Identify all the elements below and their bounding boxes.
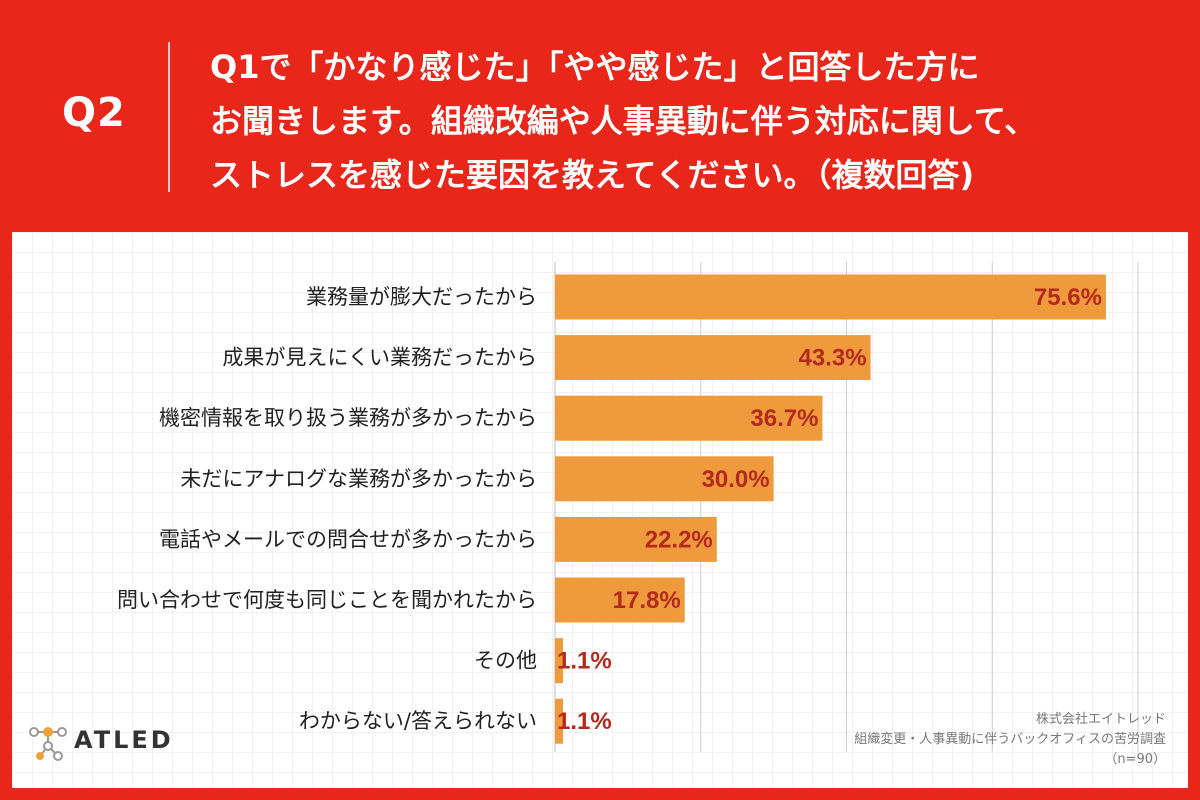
bar [555,395,823,441]
category-label: 成果が見えにくい業務だったから [222,346,537,370]
bar-chart: 業務量が膨大だったから 75.6% 成果が見えにくい業務だったから 43.3% 機密情報… [117,262,1139,752]
source-survey: 組織変更・人事異動に伴うバックオフィスの苦労調査 [854,732,1166,747]
chart-panel: 業務量が膨大だったから 75.6% 成果が見えにくい業務だったから 43.3% 機密情報… [12,232,1188,788]
question-line: ストレスを感じた要因を教えてください。（複数回答) [210,156,975,194]
question-number: Q2 [62,90,126,136]
source-note: 株式会社エイトレッド 組織変更・人事異動に伴うバックオフィスの苦労調査 （n=9… [854,710,1166,770]
question-line: お聞きします。組織改編や人事異動に伴う対応に関して、 [210,102,1037,140]
bar [555,456,774,502]
question-line: Q1で「かなり感じた」「やや感じた」と回答した方に [210,48,980,86]
category-label: 電話やメールでの問合せが多かったから [159,527,537,551]
category-label: その他 [474,649,537,673]
category-label: 機密情報を取り扱う業務が多かったから [159,406,537,430]
value-label: 30.0% [702,466,770,493]
category-label: 未だにアナログな業務が多かったから [180,467,537,491]
value-label: 17.8% [613,587,681,614]
category-label: 業務量が膨大だったから [306,285,537,309]
value-label: 75.6% [1034,284,1102,311]
bar [555,335,871,381]
header: Q2 Q1で「かなり感じた」「やや感じた」と回答した方に お聞きします。組織改編… [0,0,1200,232]
question-text: Q1で「かなり感じた」「やや感じた」と回答した方に お聞きします。組織改編や人事… [210,40,1170,202]
value-label: 1.1% [557,708,612,735]
header-divider [168,42,170,192]
bar [555,577,685,623]
bar [555,638,564,684]
logo-text: ATLED [74,726,174,754]
source-sample: （n=90） [1104,752,1166,767]
category-label: 問い合わせで何度も同じことを聞かれたから [117,588,537,612]
category-label: わからない/答えられない [299,709,537,733]
bar [555,516,717,562]
value-label: 43.3% [798,345,866,372]
logo-mark-icon [29,727,67,761]
bar [555,274,1106,320]
source-company: 株式会社エイトレッド [1035,712,1166,727]
value-label: 36.7% [750,405,818,432]
bar [555,698,564,744]
atled-logo: ATLED [26,720,176,764]
value-label: 22.2% [645,526,713,553]
value-label: 1.1% [557,648,612,675]
